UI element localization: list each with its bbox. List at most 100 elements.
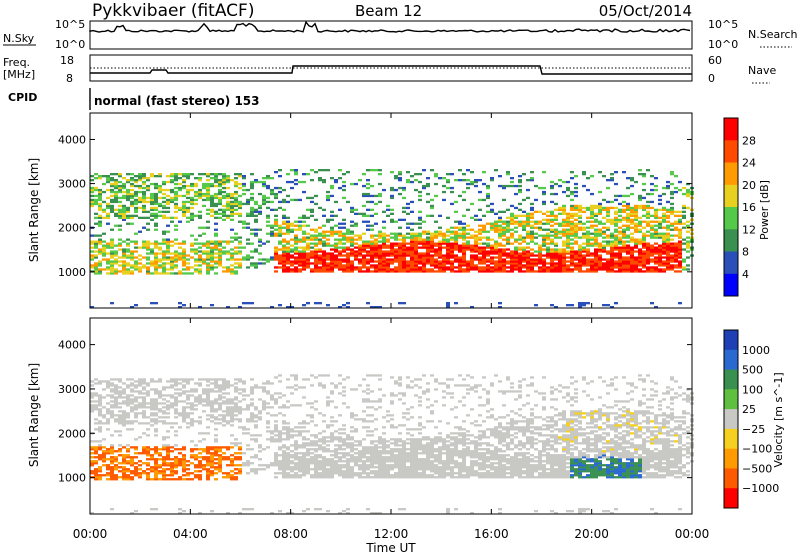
velocity-cell [190, 454, 194, 456]
power-cell [366, 229, 370, 231]
power-cell [298, 217, 302, 219]
power-cell [162, 215, 166, 217]
velocity-cell [102, 450, 106, 452]
power-cell [442, 264, 446, 266]
power-cell [190, 199, 194, 201]
power-cell [130, 272, 134, 274]
power-cell [542, 264, 546, 266]
power-cell [578, 217, 582, 219]
power-cell [198, 260, 202, 262]
power-cell [650, 302, 654, 304]
power-cell [282, 227, 286, 229]
power-cell [550, 185, 554, 187]
power-cell [398, 219, 402, 221]
velocity-cell [214, 466, 218, 468]
velocity-cell [138, 474, 142, 476]
power-cell [438, 268, 442, 270]
velocity-cell [282, 432, 286, 434]
velocity-cell [206, 394, 210, 396]
power-cell [394, 221, 398, 223]
power-cell [666, 225, 670, 227]
power-cell [342, 185, 346, 187]
power-cell [630, 258, 634, 260]
power-cell [382, 250, 386, 252]
power-cell [294, 243, 298, 245]
power-cell [234, 250, 238, 252]
velocity-cell [146, 416, 150, 418]
power-cell [342, 239, 346, 241]
power-cell [158, 247, 162, 249]
power-cell [354, 247, 358, 249]
velocity-cell [282, 404, 286, 406]
power-cell [170, 201, 174, 203]
power-cell [634, 241, 638, 243]
power-cell [162, 211, 166, 213]
power-cell [294, 266, 298, 268]
velocity-cell [130, 456, 134, 458]
power-cell [206, 262, 210, 264]
velocity-cell [102, 474, 106, 476]
power-cell [538, 268, 542, 270]
power-cell [470, 264, 474, 266]
power-cell [514, 221, 518, 223]
power-cell [262, 243, 266, 245]
velocity-cell [266, 380, 270, 382]
power-cell [550, 215, 554, 217]
power-cell [130, 266, 134, 268]
power-cell [170, 217, 174, 219]
power-cell [326, 219, 330, 221]
velocity-cell [206, 476, 210, 478]
power-cell [150, 260, 154, 262]
power-cell [98, 207, 102, 209]
velocity-cell [314, 434, 318, 436]
power-cell [674, 270, 678, 272]
power-cell [262, 258, 266, 260]
power-cell [154, 193, 158, 195]
power-cell [110, 247, 114, 249]
velocity-cell [178, 412, 182, 414]
power-cell [338, 268, 342, 270]
power-cell [414, 268, 418, 270]
velocity-cell [142, 412, 146, 414]
velocity-cell [142, 472, 146, 474]
velocity-cell [110, 476, 114, 478]
power-cell [230, 193, 234, 195]
power-cell [230, 254, 234, 256]
power-cell [270, 193, 274, 195]
power-cell [514, 260, 518, 262]
power-cell [250, 173, 254, 175]
power-cell [206, 187, 210, 189]
velocity-cell [122, 454, 126, 456]
power-cell [494, 225, 498, 227]
power-cell [666, 221, 670, 223]
power-cell [530, 260, 534, 262]
power-cell [466, 268, 470, 270]
power-cell [238, 241, 242, 243]
power-cell [526, 197, 530, 199]
power-cell [214, 175, 218, 177]
power-cell [638, 239, 642, 241]
power-cell [530, 239, 534, 241]
power-cell [594, 213, 598, 215]
power-cell [430, 205, 434, 207]
velocity-cell [190, 420, 194, 422]
velocity-cell [98, 470, 102, 472]
velocity-cell [198, 400, 202, 402]
power-cell [594, 264, 598, 266]
power-cell [342, 304, 346, 306]
velocity-cell [286, 454, 290, 456]
velocity-cell [290, 404, 294, 406]
power-cell [410, 245, 414, 247]
power-cell [614, 237, 618, 239]
power-cell [370, 270, 374, 272]
power-cell [618, 209, 622, 211]
power-cell [290, 264, 294, 266]
power-cell [414, 239, 418, 241]
power-cell [670, 225, 674, 227]
velocity-cell [190, 394, 194, 396]
power-cell [338, 239, 342, 241]
power-cell [242, 185, 246, 187]
power-cell [638, 243, 642, 245]
power-cell [298, 239, 302, 241]
power-cell [510, 256, 514, 258]
